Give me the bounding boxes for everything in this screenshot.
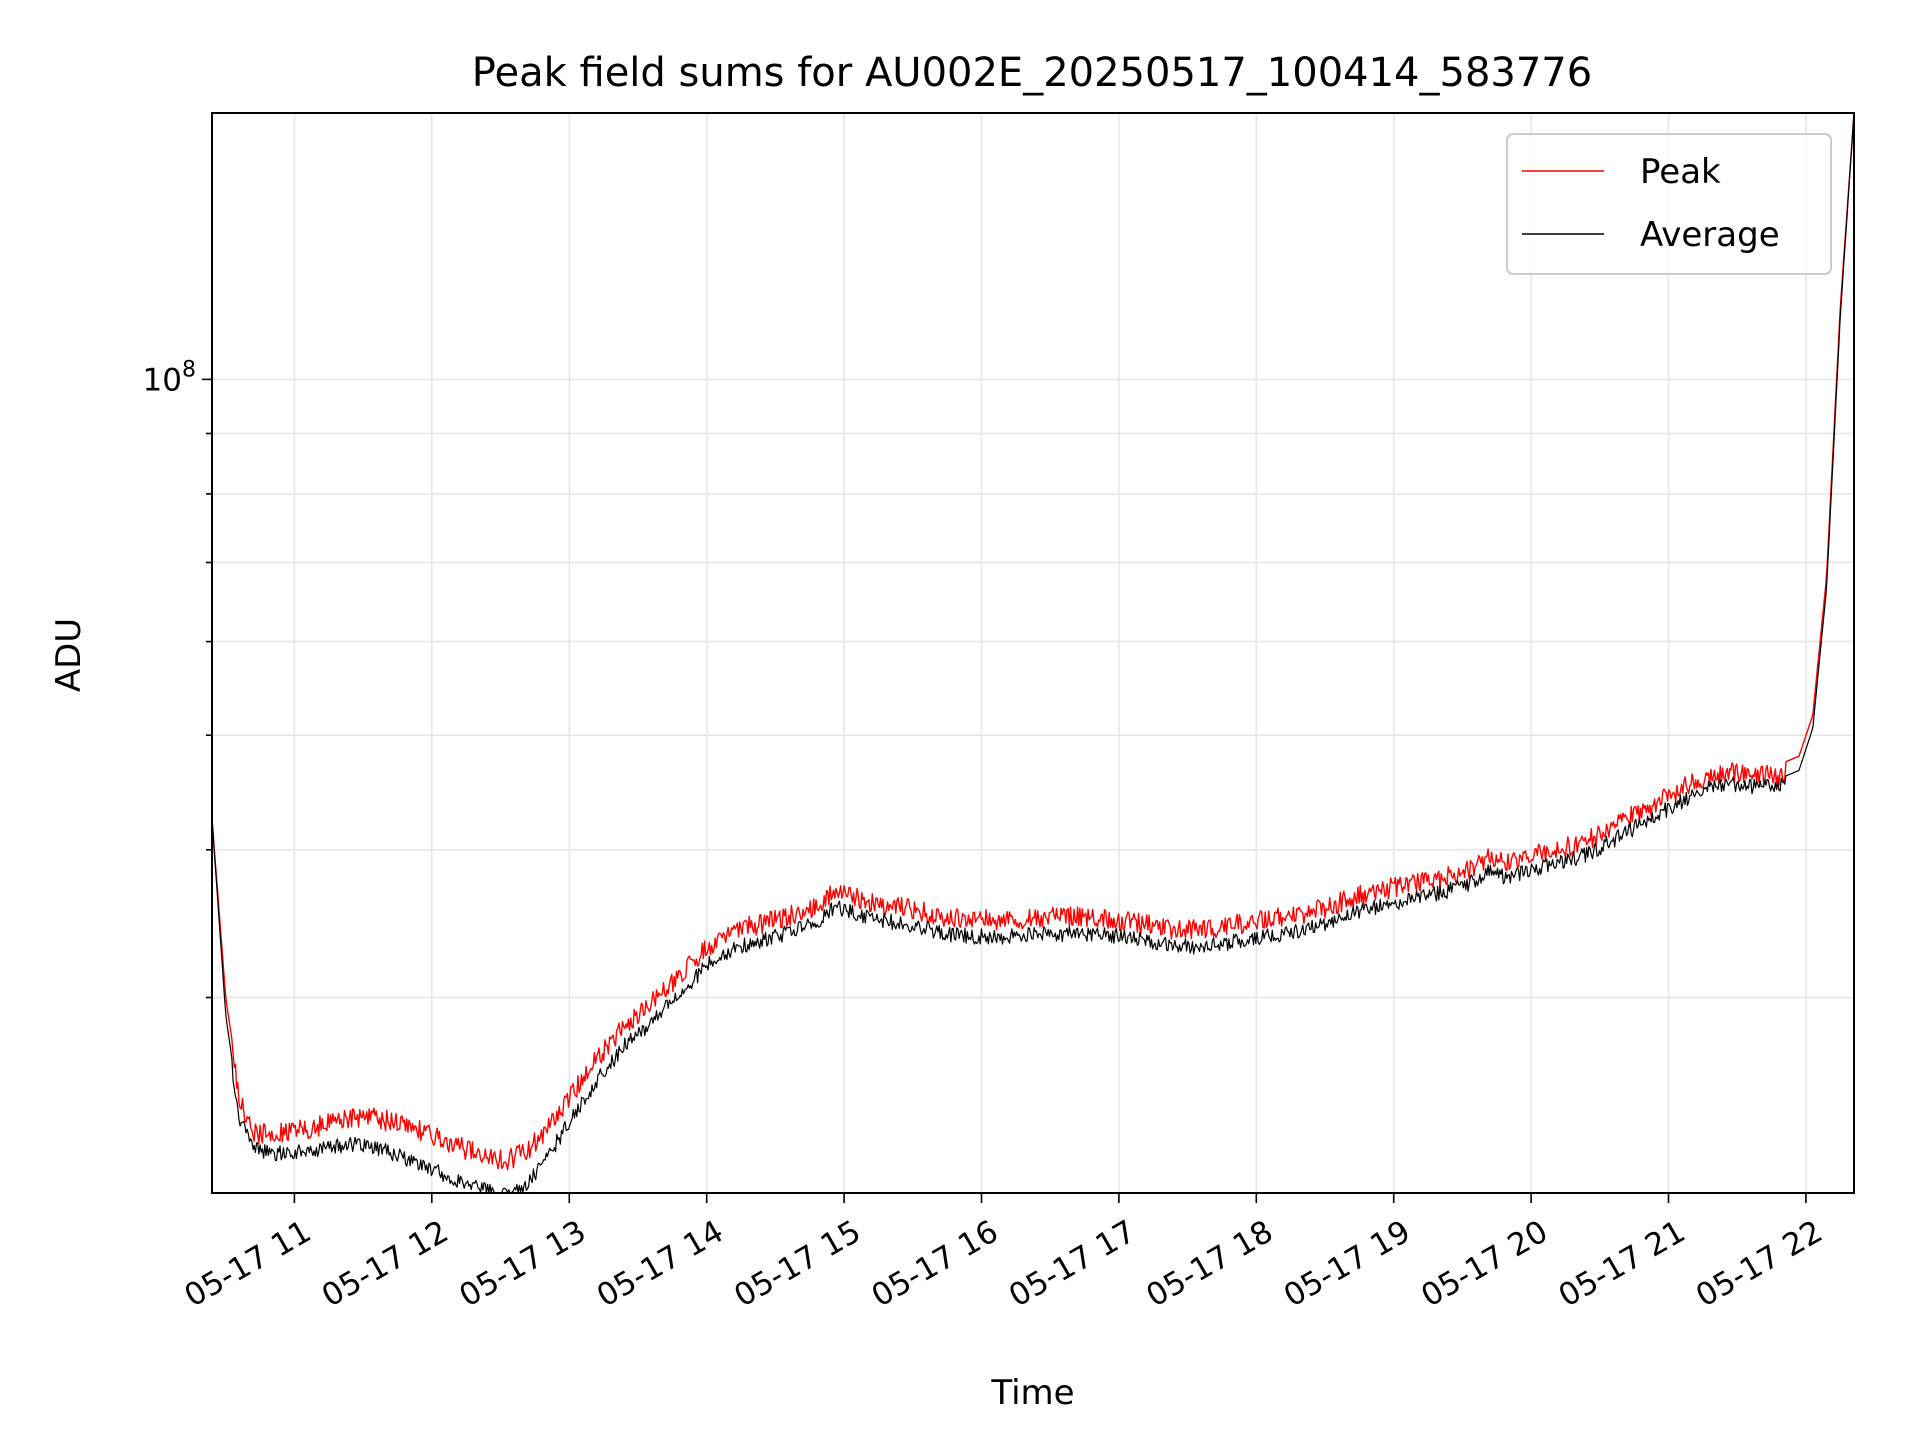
axes-frame xyxy=(211,112,1855,1194)
chart-title: Peak field sums for AU002E_20250517_1004… xyxy=(472,50,1592,96)
y-tick-label: 108 xyxy=(143,357,196,398)
series-line-peak xyxy=(211,112,1855,1171)
plot-area xyxy=(211,112,1855,1194)
grid xyxy=(212,113,1854,1193)
legend-box xyxy=(1506,133,1832,275)
legend-label-peak: Peak xyxy=(1640,152,1721,192)
legend-label-average: Average xyxy=(1640,215,1780,255)
legend: Peak Average xyxy=(1506,133,1832,275)
series-line-average xyxy=(211,112,1855,1194)
y-axis-label: ADU xyxy=(49,618,89,692)
x-axis-label: Time xyxy=(990,1373,1074,1413)
